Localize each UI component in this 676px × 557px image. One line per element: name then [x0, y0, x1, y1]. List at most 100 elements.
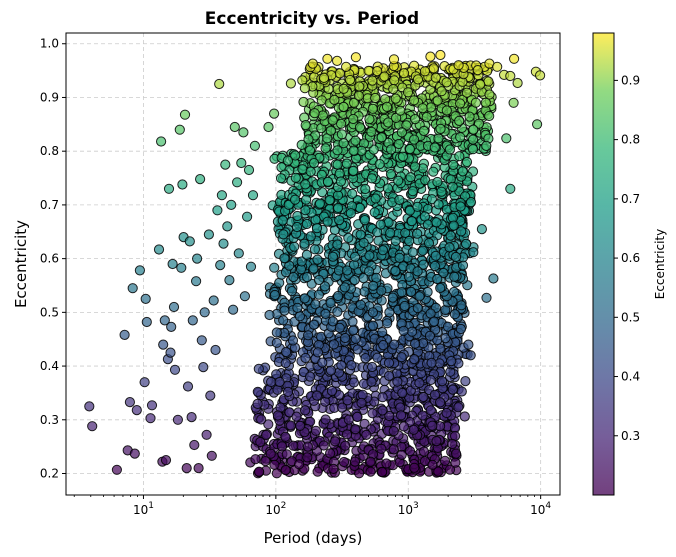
data-point: [341, 429, 353, 440]
data-point: [325, 365, 337, 376]
y-tick-label: 0.8: [40, 144, 59, 158]
x-tick-label: 101: [133, 501, 154, 517]
x-tick-label: 102: [265, 501, 286, 517]
x-tick-label: 103: [398, 501, 419, 517]
data-point: [417, 245, 428, 256]
data-point: [342, 265, 353, 276]
data-point: [393, 175, 404, 186]
data-point: [335, 176, 346, 187]
data-point: [372, 66, 383, 77]
data-point: [349, 97, 360, 108]
data-point: [361, 429, 372, 440]
data-point: [363, 65, 374, 76]
data-point: [269, 108, 280, 119]
data-point: [328, 463, 339, 474]
data-point: [299, 83, 310, 94]
data-point: [127, 283, 138, 294]
data-point: [403, 271, 414, 282]
x-axis: 101 102 103 104: [73, 495, 551, 517]
data-point: [174, 124, 185, 135]
data-point: [455, 323, 466, 335]
data-point: [470, 97, 481, 108]
data-point: [393, 138, 404, 150]
data-point: [390, 93, 401, 104]
data-point: [377, 245, 388, 256]
data-point: [260, 456, 271, 467]
chart-title: Eccentricity vs. Period: [205, 9, 419, 29]
data-point: [156, 136, 167, 147]
data-point: [285, 420, 296, 431]
data-point: [425, 102, 436, 113]
data-point: [396, 449, 407, 460]
data-point: [449, 309, 460, 320]
data-point: [370, 92, 381, 104]
colorbar-tick-label: 0.8: [621, 133, 640, 147]
data-point: [436, 86, 447, 97]
data-point: [448, 220, 459, 231]
data-point: [206, 450, 217, 461]
data-point: [294, 459, 305, 470]
data-point: [322, 176, 333, 187]
y-tick-label: 0.6: [40, 252, 59, 266]
data-point: [343, 414, 354, 425]
data-point: [159, 315, 170, 326]
data-point: [182, 381, 194, 392]
data-point: [242, 211, 253, 222]
data-point: [383, 117, 394, 128]
data-point: [301, 249, 312, 260]
data-point: [87, 421, 98, 432]
data-point: [264, 309, 275, 321]
data-point: [375, 219, 386, 230]
data-point: [347, 316, 358, 327]
data-point: [192, 253, 203, 264]
data-point: [481, 292, 492, 303]
data-point: [286, 286, 297, 297]
data-point: [354, 202, 366, 213]
data-point: [376, 285, 387, 296]
data-point: [254, 466, 265, 477]
data-point: [359, 215, 370, 226]
data-point: [484, 89, 495, 100]
data-point: [252, 398, 263, 409]
data-point: [425, 405, 436, 416]
data-point: [390, 265, 401, 277]
data-point: [199, 307, 210, 318]
data-point: [336, 360, 347, 371]
data-point: [263, 419, 274, 430]
data-point: [394, 252, 405, 263]
data-point: [296, 256, 307, 267]
data-point: [165, 347, 176, 358]
data-point: [399, 300, 410, 312]
data-point: [431, 436, 442, 447]
data-point: [409, 354, 420, 365]
data-point: [417, 103, 428, 114]
data-point: [334, 215, 345, 226]
data-point: [309, 108, 320, 119]
data-point: [439, 455, 451, 466]
data-point: [532, 119, 543, 130]
data-point: [271, 327, 282, 338]
data-point: [285, 78, 296, 89]
data-point: [153, 244, 165, 255]
data-point: [195, 174, 206, 185]
data-point: [484, 110, 495, 122]
data-point: [163, 183, 175, 194]
data-point: [318, 440, 329, 451]
data-point: [305, 166, 316, 177]
data-point: [426, 194, 437, 205]
data-point: [292, 302, 303, 313]
data-point: [481, 140, 492, 151]
data-point: [340, 440, 351, 451]
data-point: [166, 321, 177, 332]
data-point: [454, 115, 465, 127]
data-point: [326, 385, 338, 397]
data-point: [277, 215, 288, 226]
y-axis-label: Eccentricity: [12, 220, 30, 308]
data-point: [418, 125, 429, 137]
data-point: [512, 77, 523, 89]
data-point: [348, 165, 359, 176]
data-point: [402, 87, 414, 98]
data-point: [322, 216, 333, 227]
data-point: [338, 138, 349, 149]
data-point: [319, 281, 330, 292]
